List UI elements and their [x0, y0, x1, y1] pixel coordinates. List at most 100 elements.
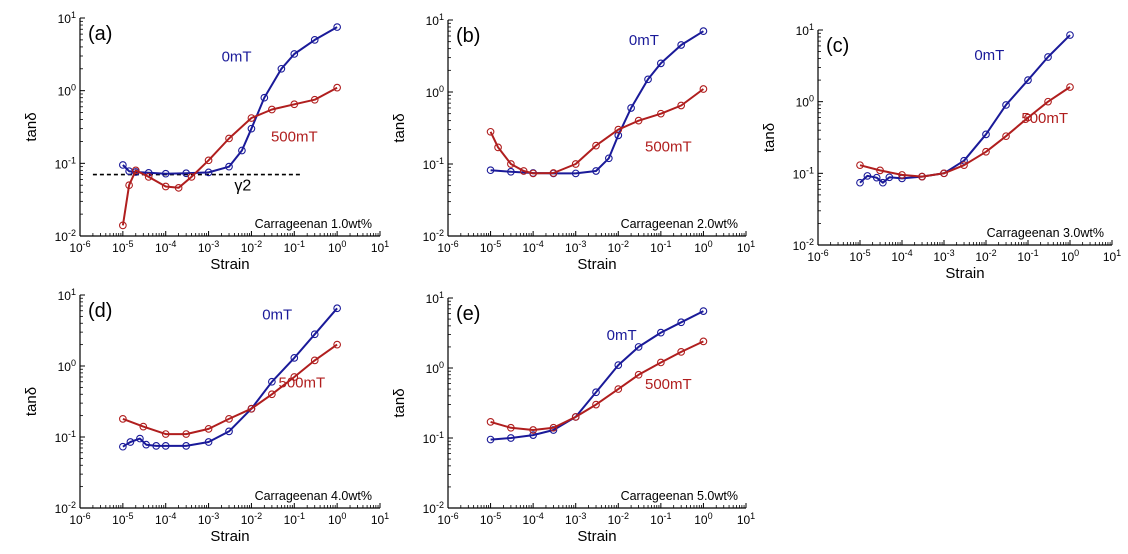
series-label: 0mT	[629, 32, 659, 49]
x-axis-label: Strain	[577, 528, 616, 545]
series-0mT: 0mT	[119, 304, 341, 451]
data-point	[592, 141, 600, 150]
data-point	[879, 178, 887, 187]
data-point	[290, 50, 299, 58]
x-tick-label: 10-5	[480, 239, 501, 255]
data-point	[507, 160, 515, 168]
series-0mT: 0mT	[856, 31, 1074, 187]
x-axis-label: Strain	[577, 256, 616, 273]
data-point	[119, 161, 127, 169]
data-point	[486, 418, 495, 426]
series-line	[490, 340, 704, 431]
data-point	[119, 442, 127, 451]
data-point	[1024, 113, 1032, 122]
x-tick-label: 10-6	[437, 511, 458, 527]
data-point	[125, 181, 133, 190]
x-tick-label: 100	[694, 511, 712, 527]
data-point	[290, 354, 299, 362]
y-axis-label: tanδ	[23, 387, 40, 416]
chart-panel-c: 10-6 10-5 10-4 10-3 10-2 10-1 100 101 10-2 10-1 10…	[761, 22, 1121, 282]
data-point	[960, 161, 968, 170]
x-tick-label: 10-4	[155, 239, 176, 255]
x-tick-label: 10-2	[241, 239, 262, 255]
x-tick-label: 10-5	[112, 511, 133, 527]
data-point	[982, 147, 990, 156]
series-0mT: 0mT	[486, 307, 708, 444]
data-point	[247, 404, 256, 413]
sample-annotation: Carrageenan 5.0wt%	[621, 489, 738, 503]
x-tick-label: 101	[737, 239, 755, 255]
data-point	[225, 162, 233, 171]
data-point	[644, 75, 652, 84]
data-point	[507, 434, 515, 442]
x-tick-label: 10-4	[522, 239, 543, 255]
series-line	[121, 86, 338, 226]
data-point	[119, 415, 127, 423]
x-tick-label: 101	[371, 511, 389, 527]
data-point	[856, 178, 864, 187]
data-point	[126, 438, 135, 446]
data-point	[310, 330, 319, 339]
x-tick-label: 10-6	[807, 248, 828, 264]
series-label: 0mT	[222, 49, 252, 66]
data-point	[268, 390, 276, 399]
y-tick-label: 10-1	[423, 156, 444, 172]
data-point	[333, 83, 341, 92]
gamma2-label: γ2	[234, 178, 251, 195]
series-label: 0mT	[607, 327, 637, 344]
series-line	[859, 86, 1071, 178]
series-label: 500mT	[271, 128, 318, 145]
y-tick-label: 101	[58, 10, 76, 26]
data-point	[1044, 53, 1052, 61]
data-point	[898, 171, 906, 179]
y-tick-label: 100	[58, 358, 76, 374]
y-axis-label: tanδ	[391, 113, 408, 142]
series-label: 500mT	[1021, 110, 1068, 127]
x-tick-label: 101	[1103, 248, 1121, 264]
data-point	[182, 430, 191, 438]
data-point	[699, 85, 708, 93]
data-point	[225, 427, 233, 436]
data-point	[1066, 83, 1074, 91]
data-point	[182, 442, 191, 450]
data-point	[204, 425, 213, 433]
y-tick-label: 10-2	[55, 500, 76, 516]
data-point	[592, 400, 600, 409]
data-point	[144, 173, 153, 181]
series-500mT: 500mT	[119, 340, 341, 438]
y-tick-label: 100	[796, 94, 814, 110]
series-500mT: 500mT	[486, 85, 708, 178]
data-point	[260, 93, 269, 102]
series-line	[122, 343, 338, 436]
data-point	[204, 168, 213, 177]
data-point	[247, 124, 256, 133]
data-point	[225, 415, 233, 423]
x-tick-label: 100	[1061, 248, 1079, 264]
x-tick-label: 10-5	[480, 511, 501, 527]
data-point	[529, 169, 537, 178]
data-point	[677, 41, 686, 49]
y-axis-label: tanδ	[23, 112, 40, 141]
x-tick-label: 10-1	[1017, 248, 1038, 264]
data-point	[571, 413, 580, 421]
data-point	[549, 169, 558, 177]
x-tick-label: 10-2	[241, 511, 262, 527]
series-line	[489, 88, 704, 175]
data-point	[856, 161, 864, 170]
data-point	[876, 166, 884, 175]
data-point	[333, 23, 341, 31]
x-tick-label: 10-3	[565, 511, 586, 527]
data-point	[310, 36, 319, 44]
series-label: 500mT	[645, 138, 692, 155]
panel-label: (e)	[456, 303, 480, 325]
data-point	[238, 146, 246, 155]
data-point	[614, 361, 623, 369]
data-point	[507, 423, 515, 432]
x-tick-label: 10-4	[155, 511, 176, 527]
y-tick-label: 10-2	[55, 228, 76, 244]
panel-label: (a)	[88, 23, 112, 45]
y-tick-label: 101	[426, 290, 444, 306]
series-label: 500mT	[645, 376, 692, 393]
data-point	[529, 426, 537, 434]
